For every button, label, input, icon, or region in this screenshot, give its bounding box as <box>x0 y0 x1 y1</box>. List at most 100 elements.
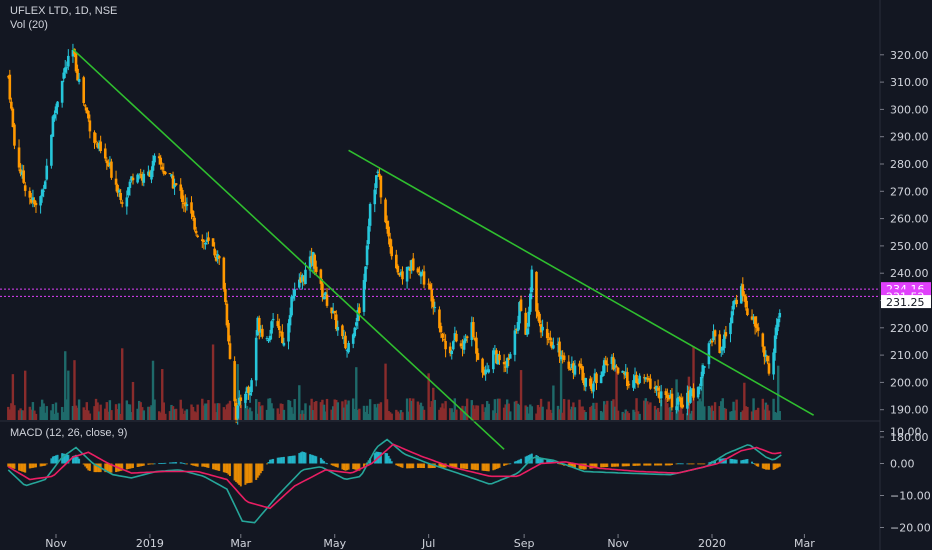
macd-histogram-bar <box>395 463 398 466</box>
candle-body <box>174 183 178 185</box>
macd-histogram-bar <box>632 463 635 466</box>
candle-body <box>493 351 497 353</box>
candle-body <box>396 265 400 273</box>
macd-histogram-bar <box>324 462 327 464</box>
time-axis[interactable]: Nov 2019 Mar May Jul Sep Nov 2020 Mar <box>45 534 815 550</box>
volume-bar <box>547 401 550 420</box>
macd-histogram-bar <box>315 456 318 464</box>
macd-histogram-bar <box>190 463 193 466</box>
candle-body <box>248 392 252 396</box>
volume-bar <box>526 406 529 420</box>
candle-body <box>28 190 32 198</box>
candle-body <box>550 341 554 348</box>
volume-bar <box>344 399 347 420</box>
volume-bar <box>678 410 681 420</box>
volume-bar <box>535 413 538 420</box>
volume-bar <box>265 409 269 420</box>
macd-axis[interactable]: 10.00 0.00 −10.00 −20.00 <box>880 426 931 535</box>
macd-histogram-bar <box>744 459 747 464</box>
candle-body <box>17 147 21 168</box>
macd-histogram-bar <box>540 458 543 464</box>
macd-histogram-bar <box>304 452 307 464</box>
macd-histogram-bar <box>10 463 13 468</box>
candle-body <box>495 350 498 364</box>
volume-bar <box>148 406 152 420</box>
candle-body <box>384 199 387 223</box>
volume-bar <box>362 405 366 420</box>
volume-bar <box>773 411 777 420</box>
volume-bar <box>733 410 737 420</box>
macd-histogram-bar <box>646 463 649 466</box>
candle-body <box>356 309 360 322</box>
volume-bar <box>315 401 318 420</box>
candle-body <box>687 391 691 402</box>
macd-histogram-bar <box>617 463 620 467</box>
macd-histogram-bar <box>581 463 584 470</box>
candle-body <box>718 334 721 354</box>
volume-bar <box>7 406 10 420</box>
volume-bar <box>416 401 420 420</box>
volume-bar <box>761 398 765 420</box>
candle-body <box>649 378 652 389</box>
candle-body <box>559 356 563 360</box>
candle-body <box>390 246 393 257</box>
candle-body <box>204 243 207 245</box>
volume-bar <box>142 410 145 420</box>
volume-bar <box>8 409 12 420</box>
candle-body <box>462 340 466 350</box>
macd-histogram-bar <box>681 463 684 465</box>
candle-body <box>735 299 738 305</box>
candle-body <box>256 317 260 336</box>
volume-bar <box>573 407 577 420</box>
macd-histogram-bar <box>772 463 775 470</box>
volume-indicator-title[interactable]: Vol (20) <box>10 19 48 31</box>
candle-body <box>778 312 782 318</box>
macd-histogram-bar <box>580 463 583 470</box>
price-tick-label: 220.00 <box>890 322 929 335</box>
candle-body <box>376 171 380 174</box>
trendlines[interactable] <box>72 48 815 450</box>
volume-bar <box>378 403 381 420</box>
volume-bar <box>222 407 226 420</box>
candle-body <box>330 307 333 314</box>
macd-histogram-bar <box>356 463 359 471</box>
candle-body <box>602 360 606 374</box>
macd-histogram-bar <box>282 456 285 464</box>
macd-histogram-bar <box>119 463 122 471</box>
candle-body <box>33 199 36 205</box>
macd-histogram-bar <box>418 463 421 468</box>
time-tick-label: May <box>323 537 346 550</box>
macd-histogram-bar <box>666 463 669 466</box>
volume-bar <box>449 408 452 420</box>
volume-bar <box>527 413 530 420</box>
volume-bar <box>636 411 640 420</box>
candle-body <box>234 402 238 420</box>
volume-bar <box>53 413 56 420</box>
macd-histogram-bar <box>215 463 218 471</box>
volume-bar <box>238 401 241 420</box>
symbol-title[interactable]: UFLEX LTD, 1D, NSE <box>10 5 118 17</box>
candle-body <box>358 307 361 314</box>
candle-body <box>626 372 629 387</box>
macd-histogram-bar <box>204 463 207 468</box>
candle-body <box>20 171 24 175</box>
candle-body <box>561 355 564 357</box>
macd-histogram-bar <box>419 463 422 468</box>
candle-body <box>6 76 10 78</box>
volume-bar <box>107 411 110 420</box>
volume-bar <box>558 409 561 420</box>
macd-histogram-bar <box>606 463 609 468</box>
volume-bar <box>567 399 570 420</box>
macd-histogram-bar <box>752 463 755 464</box>
price-axis[interactable]: 320.00 310.00 300.00 290.00 280.00 270.00 260.… <box>880 49 929 444</box>
volume-bar <box>181 408 184 420</box>
volume-bar <box>670 411 674 420</box>
volume-bar <box>51 404 55 420</box>
candle-body <box>710 340 714 343</box>
macd-histogram-bar <box>352 463 355 470</box>
candle-body <box>268 335 272 341</box>
macd-histogram-bar <box>507 463 510 465</box>
volume-bar <box>584 412 587 420</box>
macd-indicator-title[interactable]: MACD (12, 26, close, 9) <box>10 427 128 439</box>
